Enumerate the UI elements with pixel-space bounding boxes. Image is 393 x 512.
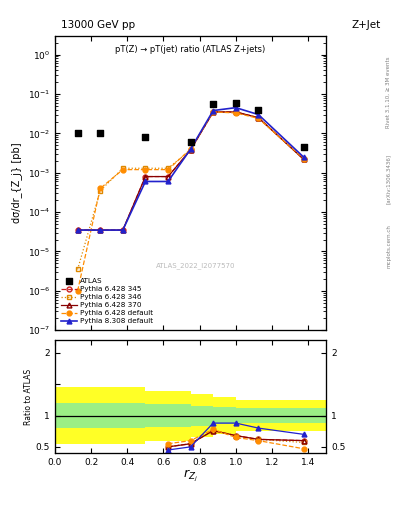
Pythia 8.308 default [98,227,103,233]
Text: Z+Jet: Z+Jet [352,19,381,30]
Text: [arXiv:1306.3436]: [arXiv:1306.3436] [386,154,391,204]
Pythia 6.428 345 [188,147,193,153]
ATLAS [75,129,81,137]
Pythia 8.308 default [233,104,238,111]
Pythia 6.428 346 [121,165,125,172]
Text: Rivet 3.1.10, ≥ 3M events: Rivet 3.1.10, ≥ 3M events [386,56,391,128]
Pythia 6.428 370 [233,109,238,115]
Pythia 8.308 default [75,227,80,233]
Legend: ATLAS, Pythia 6.428 345, Pythia 6.428 346, Pythia 6.428 370, Pythia 6.428 defaul: ATLAS, Pythia 6.428 345, Pythia 6.428 34… [59,275,155,327]
X-axis label: $r_{Z_j}$: $r_{Z_j}$ [183,468,198,484]
Line: Pythia 8.308 default: Pythia 8.308 default [75,105,306,232]
Pythia 6.428 default [188,146,193,152]
Pythia 8.308 default [256,112,261,118]
ATLAS [142,133,149,141]
Pythia 6.428 345 [301,156,306,162]
Pythia 6.428 346 [188,147,193,153]
Pythia 6.428 370 [166,174,171,180]
Y-axis label: Ratio to ATLAS: Ratio to ATLAS [24,369,33,425]
Pythia 6.428 default [166,166,171,173]
Pythia 6.428 370 [75,227,80,233]
Pythia 6.428 346 [256,115,261,121]
Pythia 6.428 370 [256,115,261,121]
Text: ATLAS_2022_I2077570: ATLAS_2022_I2077570 [156,262,236,269]
Text: pT(Z) → pT(jet) ratio (ATLAS Z+jets): pT(Z) → pT(jet) ratio (ATLAS Z+jets) [116,45,266,54]
Pythia 6.428 370 [98,227,103,233]
ATLAS [301,143,307,151]
Pythia 8.308 default [166,178,171,184]
Pythia 6.428 345 [233,109,238,115]
ATLAS [210,100,217,109]
Pythia 6.428 370 [211,109,216,115]
Line: Pythia 6.428 346: Pythia 6.428 346 [75,110,306,272]
Pythia 6.428 345 [256,115,261,121]
Pythia 6.428 default [143,166,148,173]
ATLAS [97,129,103,137]
Pythia 6.428 370 [188,147,193,153]
Pythia 6.428 default [256,115,261,121]
Line: Pythia 6.428 370: Pythia 6.428 370 [75,110,306,232]
Pythia 6.428 346 [211,109,216,115]
Pythia 6.428 370 [143,174,148,180]
Pythia 6.428 346 [98,187,103,194]
Text: mcplots.cern.ch: mcplots.cern.ch [386,224,391,268]
ATLAS [233,99,239,107]
Pythia 6.428 370 [121,227,125,233]
Pythia 6.428 346 [301,156,306,162]
Pythia 8.308 default [121,227,125,233]
Pythia 6.428 345 [75,227,80,233]
Line: Pythia 6.428 default: Pythia 6.428 default [75,110,306,293]
Pythia 6.428 default [301,156,306,162]
Y-axis label: dσ/dr_{Z_j} [pb]: dσ/dr_{Z_j} [pb] [11,143,22,223]
Pythia 8.308 default [143,178,148,184]
Pythia 6.428 346 [143,165,148,172]
Pythia 6.428 346 [166,165,171,172]
Pythia 6.428 default [75,288,80,294]
Pythia 6.428 345 [98,227,103,233]
Pythia 6.428 345 [143,174,148,180]
Text: 13000 GeV pp: 13000 GeV pp [61,19,135,30]
Pythia 6.428 346 [75,266,80,272]
Pythia 6.428 default [233,110,238,116]
Pythia 6.428 default [98,185,103,191]
Pythia 6.428 346 [233,109,238,115]
Pythia 6.428 default [121,166,125,173]
Pythia 6.428 345 [121,227,125,233]
Pythia 6.428 345 [166,174,171,180]
Pythia 8.308 default [301,154,306,160]
Pythia 6.428 345 [211,109,216,115]
ATLAS [255,105,262,114]
Pythia 6.428 370 [301,156,306,162]
ATLAS [187,138,194,146]
Pythia 8.308 default [188,146,193,152]
Line: Pythia 6.428 345: Pythia 6.428 345 [75,110,306,232]
Pythia 8.308 default [211,108,216,114]
Pythia 6.428 default [211,109,216,115]
